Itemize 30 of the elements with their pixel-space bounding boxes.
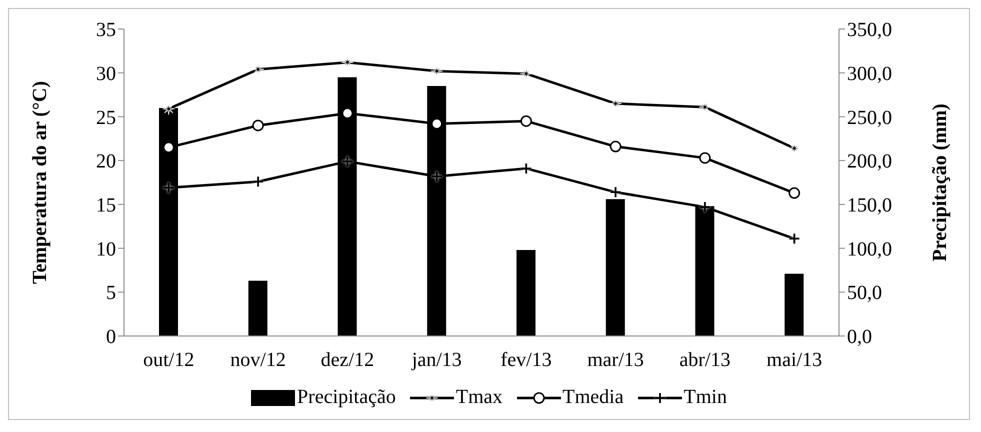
x-tick-label: mai/13	[766, 349, 822, 372]
y-axis-title: Temperatura do ar (°C)	[29, 81, 52, 284]
y-tick-label: 15	[96, 194, 116, 217]
legend-label: Tmedia	[562, 386, 624, 409]
x-tick-label: nov/12	[230, 349, 286, 372]
y2-tick-label: 150,0	[847, 194, 892, 217]
x-tick-label: abr/13	[679, 349, 730, 372]
y-tick-label: 0	[106, 326, 116, 348]
y2-axis-title: Precipitação (mm)	[929, 104, 952, 262]
y2-tick-label: 100,0	[847, 238, 892, 260]
legend-label: Tmax	[456, 386, 503, 409]
x-tick-label: out/12	[143, 349, 194, 372]
y-tick-label: 25	[96, 106, 116, 129]
y-tick-label: 20	[96, 150, 116, 173]
y-tick-label: 5	[106, 282, 116, 304]
y2-tick-label: 200,0	[847, 150, 892, 173]
x-tick-label: jan/13	[410, 349, 462, 372]
x-tick-label: mar/13	[587, 349, 644, 372]
y2-tick-label: 350,0	[847, 19, 892, 42]
y2-tick-label: 300,0	[847, 62, 892, 85]
legend-label: Tmin	[684, 386, 727, 409]
y-tick-label: 10	[96, 238, 116, 260]
legend-label: Precipitação	[297, 386, 396, 409]
y2-tick-label: 250,0	[847, 106, 892, 129]
x-tick-label: dez/12	[320, 349, 374, 372]
y-tick-label: 35	[96, 19, 116, 42]
y2-tick-label: 0,0	[847, 326, 872, 348]
y2-tick-label: 50,0	[847, 282, 882, 304]
y-tick-label: 30	[96, 62, 116, 85]
x-tick-label: fev/13	[500, 349, 552, 372]
